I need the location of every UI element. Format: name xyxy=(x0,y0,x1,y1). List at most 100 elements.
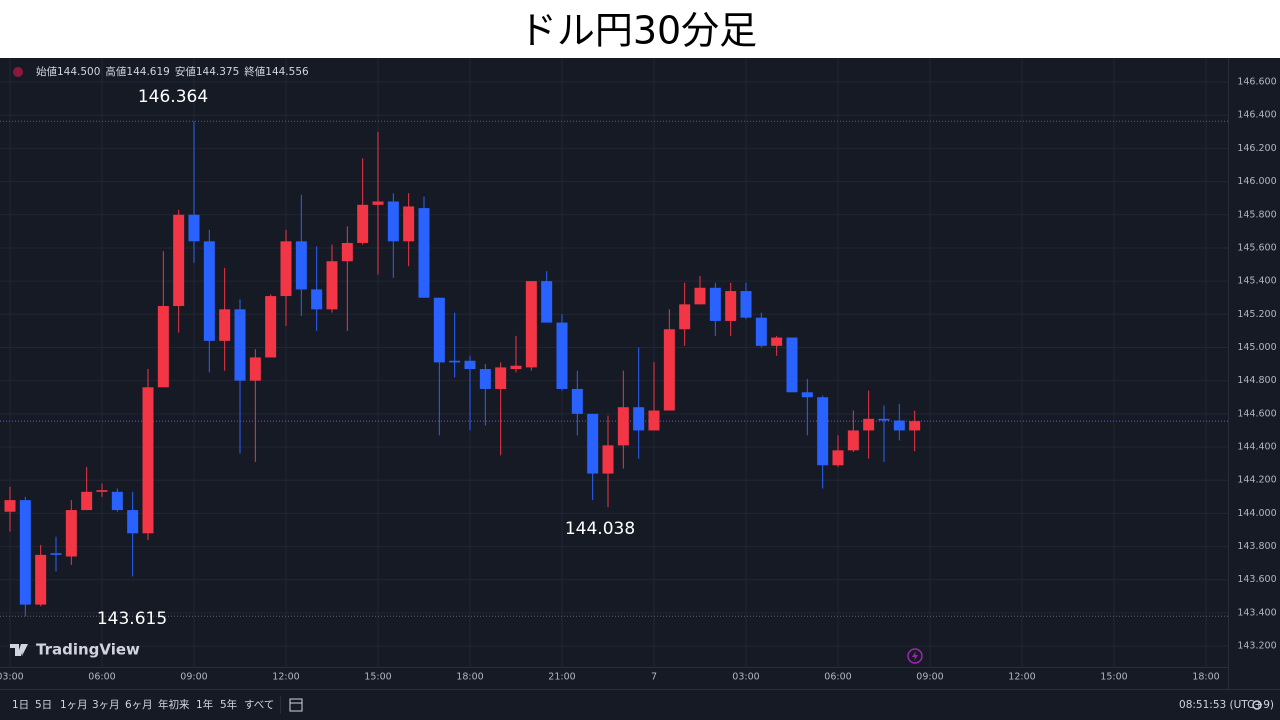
ohlc-value: 144.556 xyxy=(265,66,309,78)
settings-button[interactable] xyxy=(1252,700,1262,710)
x-tick-label: 15:00 xyxy=(1100,672,1127,683)
candle-body xyxy=(786,337,798,393)
candle-body xyxy=(50,553,62,555)
range-button[interactable]: 3ヶ月 xyxy=(92,699,120,711)
candle-body xyxy=(832,450,844,466)
candle-body xyxy=(295,241,307,290)
y-tick-label: 143.200 xyxy=(1237,641,1276,652)
lightning-button[interactable] xyxy=(907,648,923,664)
y-tick-label: 145.000 xyxy=(1237,342,1276,353)
candle-body xyxy=(326,261,338,310)
candle-body xyxy=(602,445,614,474)
brand-logo: TradingView xyxy=(10,641,140,659)
candle-body xyxy=(648,410,660,431)
candle-body xyxy=(694,287,706,305)
candle-body xyxy=(525,281,537,368)
chart-area xyxy=(0,58,1280,720)
candle-body xyxy=(633,407,645,431)
ohlc-label: 始値 xyxy=(36,65,57,78)
x-tick-label: 18:00 xyxy=(456,672,483,683)
y-tick-label: 144.000 xyxy=(1237,508,1276,519)
replay-icon[interactable] xyxy=(907,648,923,664)
candle-body xyxy=(556,322,568,389)
candle-body xyxy=(433,297,445,363)
range-button[interactable]: 1ヶ月 xyxy=(60,699,88,711)
candle-body xyxy=(142,387,154,534)
candle-body xyxy=(357,204,369,243)
y-tick-label: 145.400 xyxy=(1237,276,1276,287)
candle-body xyxy=(878,418,890,421)
range-button[interactable]: すべて xyxy=(244,699,274,711)
candle-body xyxy=(4,500,16,512)
y-tick-label: 144.200 xyxy=(1237,475,1276,486)
range-button[interactable]: 6ヶ月 xyxy=(125,699,153,711)
candle-body xyxy=(403,206,415,242)
candle-body xyxy=(464,360,476,370)
x-tick-label: 15:00 xyxy=(364,672,391,683)
symbol-icon xyxy=(13,67,23,77)
candle-body xyxy=(510,365,522,370)
candle-body xyxy=(311,289,323,310)
annotation: 144.038 xyxy=(565,519,635,539)
y-tick-label: 143.400 xyxy=(1237,607,1276,618)
candle-body xyxy=(663,329,675,411)
x-tick-label: 09:00 xyxy=(180,672,207,683)
y-tick-label: 146.600 xyxy=(1237,77,1276,88)
title-bar xyxy=(0,0,1280,58)
lightning-glyph xyxy=(912,651,918,661)
candles xyxy=(4,121,921,617)
x-tick-label: 12:00 xyxy=(1008,672,1035,683)
candle-body xyxy=(847,430,859,451)
candle-body xyxy=(571,388,583,414)
ohlc-value: 144.375 xyxy=(196,66,239,78)
y-tick-label: 144.800 xyxy=(1237,375,1276,386)
calendar-icon[interactable] xyxy=(289,698,303,712)
candle-body xyxy=(418,208,430,298)
candle-body xyxy=(863,418,875,431)
logo-mark xyxy=(10,644,28,656)
candle-body xyxy=(127,510,139,534)
ohlc-label: 終値 xyxy=(244,65,265,78)
y-tick-label: 145.200 xyxy=(1237,309,1276,320)
x-tick-label: 21:00 xyxy=(548,672,575,683)
candle-body xyxy=(234,309,246,381)
candle-body xyxy=(771,337,783,346)
range-button[interactable]: 1日 xyxy=(12,699,29,711)
candle-body xyxy=(479,369,491,389)
annotation: 146.364 xyxy=(138,87,208,107)
range-button[interactable]: 5日 xyxy=(35,699,52,711)
candle-body xyxy=(65,510,77,557)
candle-body xyxy=(679,304,691,330)
candle-body xyxy=(341,242,353,262)
x-tick-label: 06:00 xyxy=(88,672,115,683)
candle-body xyxy=(35,554,47,605)
candle-body xyxy=(387,201,399,242)
candle-body xyxy=(755,317,767,346)
candle-body xyxy=(96,490,108,492)
calendar-button[interactable] xyxy=(289,698,303,712)
y-tick-label: 144.600 xyxy=(1237,408,1276,419)
ohlc-label: 安値 xyxy=(175,65,196,78)
candle-body xyxy=(740,291,752,318)
ohlc-value: 144.500 xyxy=(57,66,100,78)
x-tick-label: 03:00 xyxy=(732,672,759,683)
brand-name: TradingView xyxy=(36,641,140,659)
chart-title: ドル円30分足 xyxy=(519,9,757,53)
range-button[interactable]: 5年 xyxy=(220,698,237,711)
clock: 08:51:53 (UTC+9) xyxy=(1179,699,1274,711)
x-tick-label: 09:00 xyxy=(916,672,943,683)
x-tick-label: 7 xyxy=(651,672,657,683)
candle-body xyxy=(265,296,277,358)
candle-body xyxy=(587,413,599,474)
candle-body xyxy=(541,281,553,323)
y-tick-label: 146.000 xyxy=(1237,176,1276,187)
candle-body xyxy=(203,241,215,341)
candle-body xyxy=(219,309,231,341)
range-button[interactable]: 年初来 xyxy=(158,698,190,711)
range-button[interactable]: 1年 xyxy=(196,698,213,711)
x-tick-label: 18:00 xyxy=(1192,672,1219,683)
candle-body xyxy=(188,214,200,242)
x-tick-label: 03:00 xyxy=(0,672,24,683)
